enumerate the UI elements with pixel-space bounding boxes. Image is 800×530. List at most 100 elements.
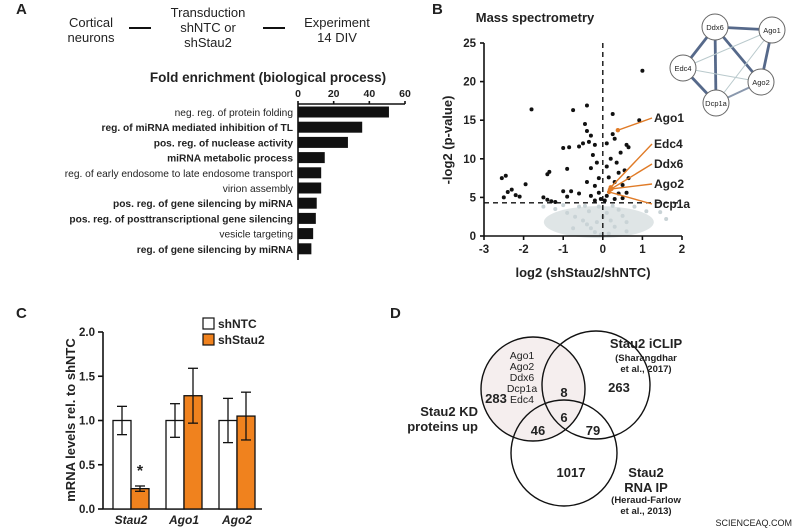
chart-a-category-label: neg. reg. of protein folding (175, 108, 294, 119)
chart-b-label-leader (611, 183, 653, 190)
chart-b-point-significant (588, 193, 593, 198)
chart-b-point-significant (509, 187, 514, 192)
venn-count-iclip: 263 (608, 380, 630, 395)
chart-b-point-significant (561, 145, 566, 150)
chart-b-point-label: Ago1 (654, 111, 684, 125)
chart-b-point-significant (571, 108, 576, 113)
panel-label-a: A (16, 1, 27, 18)
chart-b-point-significant (517, 194, 522, 199)
chart-b-label-leader (608, 191, 653, 205)
chart-b-point-significant (565, 166, 570, 171)
chart-b-point-significant (590, 152, 595, 157)
venn-count-kd-rnaip: 46 (531, 423, 545, 438)
workflow-step-text: 14 DIV (317, 30, 357, 45)
venn-count-all: 6 (560, 410, 567, 425)
venn-set-label-kd: proteins up (407, 419, 478, 434)
venn-set-label-rnaip: Stau2 (628, 465, 663, 480)
venn-set-label-rnaip: RNA IP (624, 480, 668, 495)
chart-b-label-leader (609, 163, 653, 191)
chart-b-point-significant (614, 160, 619, 165)
chart-a-category-label: pos. reg. of posttranscriptional gene si… (69, 214, 293, 225)
chart-a-x-tick-label: 40 (363, 88, 375, 100)
chart-b-point-significant (561, 189, 566, 194)
chart-b-point-label: Dcp1a (654, 197, 690, 211)
venn-circle (541, 330, 651, 440)
chart-b-point-significant (513, 193, 518, 198)
chart-b-point-significant (594, 160, 599, 165)
chart-b-y-axis-label: -log2 (p-value) (440, 96, 455, 185)
chart-b-point-significant (604, 193, 609, 198)
chart-b-x-tick-label: -3 (479, 244, 489, 256)
chart-b-point-nonsignificant (541, 204, 546, 209)
chart-b-y-tick-label: 10 (463, 154, 476, 166)
chart-c-y-tick-label: 2.0 (79, 327, 95, 339)
chart-b-point-nonsignificant (561, 203, 566, 208)
venn-count-kd: 283 (485, 391, 507, 406)
chart-b-point-significant (584, 103, 589, 108)
chart-b-point-significant (592, 142, 597, 147)
chart-b-point-significant (582, 122, 587, 127)
watermark: SCIENCEAQ.COM (715, 518, 792, 528)
chart-b-point-significant (545, 197, 550, 202)
chart-c-legend-swatch (202, 317, 215, 330)
panel-label-b: B (432, 1, 443, 18)
chart-b-point-significant (588, 133, 593, 138)
chart-b-point-significant (577, 144, 582, 149)
network-node (758, 16, 786, 44)
venn-set-label-iclip: Stau2 iCLIP (610, 336, 683, 351)
chart-a-bar (298, 197, 317, 209)
chart-c-y-tick-label: 0.0 (79, 504, 95, 516)
chart-a-category-label: pos. reg. of nuclease activity (154, 138, 294, 149)
network-edge (715, 29, 773, 104)
network-node (747, 68, 775, 96)
chart-a-bar (298, 121, 363, 133)
chart-b-point-significant (523, 182, 528, 187)
workflow-step-text: neurons (68, 30, 115, 45)
chart-a-bar (298, 212, 316, 224)
chart-b-point-label: Edc4 (654, 137, 683, 151)
chart-b-label-leader (617, 117, 653, 131)
chart-c-x-tick-label: Ago1 (168, 513, 199, 527)
workflow-step-text: shNTC or (180, 20, 236, 35)
chart-b-point-significant (612, 196, 617, 201)
chart-c-y-tick-label: 1.5 (79, 371, 96, 383)
chart-b-label-leader (610, 143, 653, 188)
network-node (669, 54, 697, 82)
chart-a-bar (298, 167, 322, 179)
chart-b-point-significant (610, 112, 615, 117)
venn-set-label-iclip-ref: et al., 2017) (620, 364, 671, 375)
network-node (702, 89, 730, 117)
chart-b-point-significant (612, 136, 617, 141)
venn-set-label-rnaip-ref: (Heraud-Farlow (611, 495, 681, 506)
chart-a-category-label: reg. of early endosome to late endosome … (65, 169, 293, 180)
chart-b-point-significant (584, 129, 589, 134)
chart-b-point-significant (616, 170, 621, 175)
workflow-step-text: Transduction (171, 5, 246, 20)
chart-c-y-axis-label: mRNA levels rel. to shNTC (63, 338, 78, 502)
chart-b-point-significant (598, 196, 603, 201)
chart-c-significance-marker: * (137, 463, 144, 480)
chart-b-point-significant (569, 189, 574, 194)
chart-b-point-significant (596, 190, 601, 195)
chart-b-point-significant (626, 145, 631, 150)
chart-b-y-tick-label: 20 (463, 77, 476, 89)
chart-b-point-significant (604, 164, 609, 169)
venn-gene-label: Ddx6 (510, 372, 535, 384)
chart-b-point-significant (505, 189, 510, 194)
network-node-label: Ago2 (752, 78, 770, 87)
chart-b-point-significant (602, 198, 607, 203)
chart-c-x-tick-label: Stau2 (115, 513, 148, 527)
chart-b-point-highlight (606, 189, 612, 195)
venn-count-iclip-rnaip: 79 (586, 423, 600, 438)
chart-a-bar (298, 228, 314, 240)
chart-a-x-tick-label: 20 (328, 88, 340, 100)
chart-b-title: Mass spectrometry (476, 10, 595, 25)
chart-b-point-significant (620, 196, 625, 201)
chart-a-category-label: reg. of miRNA mediated inhibition of TL (102, 123, 293, 134)
venn-circle-kd-fill (481, 337, 585, 441)
chart-b-point-significant (584, 179, 589, 184)
chart-b-point-nonsignificant (553, 206, 558, 211)
network-node-label: Dcp1a (705, 99, 728, 108)
chart-c-x-tick-label: Ago2 (221, 513, 252, 527)
network-node (701, 13, 729, 41)
